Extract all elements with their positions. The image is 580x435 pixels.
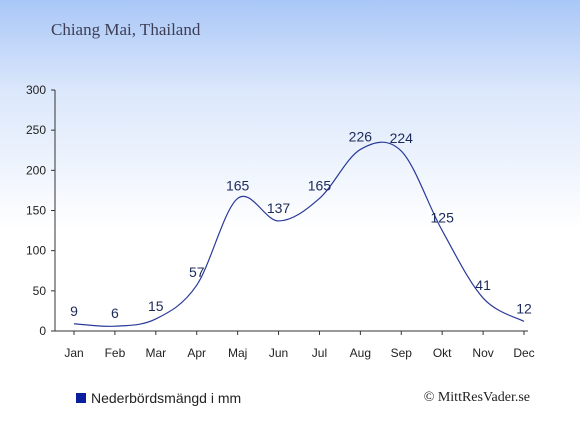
- data-label: 15: [148, 298, 164, 314]
- y-tick-label: 50: [33, 284, 47, 298]
- x-tick-label: Sep: [391, 346, 413, 360]
- x-tick-label: Dec: [513, 346, 534, 360]
- legend: Nederbördsmängd i mm: [76, 390, 241, 406]
- data-label: 9: [70, 303, 78, 319]
- data-label: 224: [390, 130, 414, 146]
- data-label: 137: [267, 200, 291, 216]
- data-label: 6: [111, 305, 119, 321]
- y-tick-label: 200: [26, 163, 46, 177]
- credit-text: © MittResVader.se: [423, 390, 530, 405]
- precipitation-line: [73, 141, 525, 327]
- x-tick-label: Mar: [145, 346, 166, 360]
- x-tick-label: Jun: [269, 346, 288, 360]
- x-tick-label: Okt: [433, 346, 452, 360]
- x-tick-label: Jul: [312, 346, 327, 360]
- y-tick-label: 250: [26, 123, 46, 137]
- y-tick-label: 300: [26, 83, 46, 97]
- data-label: 57: [189, 264, 205, 280]
- data-label: 125: [431, 210, 455, 226]
- x-tick-label: Feb: [105, 346, 126, 360]
- x-tick-label: Aug: [350, 346, 371, 360]
- data-label: 226: [349, 128, 373, 144]
- page-title: Chiang Mai, Thailand: [51, 20, 201, 39]
- x-tick-label: Nov: [472, 346, 493, 360]
- legend-label: Nederbördsmängd i mm: [91, 390, 242, 406]
- legend-swatch: [76, 393, 86, 403]
- data-label: 165: [226, 177, 250, 193]
- y-tick-label: 100: [26, 244, 46, 258]
- x-tick-label: Maj: [228, 346, 247, 360]
- y-tick-label: 150: [26, 204, 46, 218]
- data-label: 41: [475, 277, 491, 293]
- data-label: 12: [516, 300, 532, 316]
- x-tick-label: Apr: [187, 346, 206, 360]
- data-label: 165: [308, 177, 332, 193]
- y-tick-label: 0: [39, 324, 46, 338]
- x-tick-label: Jan: [64, 346, 83, 360]
